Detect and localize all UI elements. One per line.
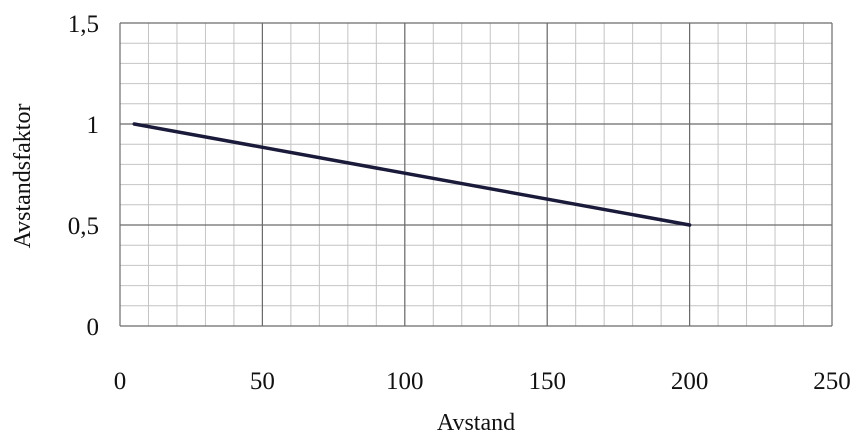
x-tick-label: 50 [250, 368, 275, 395]
series-layer [132, 122, 692, 227]
y-tick-label: 1,5 [68, 11, 99, 38]
x-tick-labels: 0 50 100 150 200 250 [114, 368, 851, 395]
y-axis-title: Avstandsfaktor [10, 104, 36, 249]
y-tick-label: 0 [87, 314, 100, 341]
major-grid [119, 22, 833, 327]
x-tick-label: 150 [528, 368, 566, 395]
x-tick-label: 250 [813, 368, 851, 395]
x-tick-label: 0 [114, 368, 127, 395]
y-tick-labels: 0 0,5 1 1,5 [68, 11, 99, 341]
x-axis-title: Avstand [437, 410, 515, 436]
y-tick-label: 0,5 [68, 213, 99, 240]
y-tick-label: 1 [87, 112, 100, 139]
series-line [132, 122, 692, 227]
x-tick-label: 200 [671, 368, 709, 395]
x-tick-label: 100 [386, 368, 424, 395]
minor-grid [119, 22, 833, 327]
